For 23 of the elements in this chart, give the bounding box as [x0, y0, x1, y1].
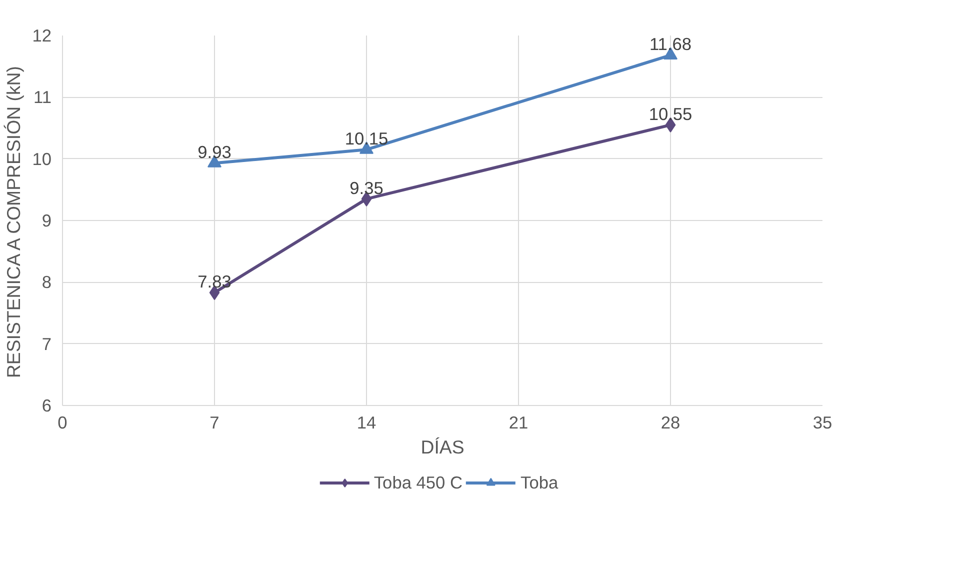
- data-label: 9.35: [350, 178, 384, 198]
- x-tick-label: 35: [812, 412, 832, 432]
- data-label: 10.15: [344, 128, 388, 149]
- y-axis-title: RESISTENICA A COMPRESIÓN (kN): [3, 66, 24, 378]
- data-label: 10.55: [648, 104, 692, 124]
- x-tick-label: 21: [508, 412, 528, 432]
- legend-label: Toba: [520, 472, 558, 493]
- x-axis-title: DÍAS: [420, 436, 464, 458]
- y-tick-label: 10: [32, 148, 52, 169]
- y-tick-label: 7: [42, 334, 52, 354]
- x-tick-label: 7: [210, 412, 220, 432]
- legend-label: Toba 450 C: [374, 472, 463, 493]
- data-label: 9.93: [198, 142, 232, 162]
- y-tick-label: 11: [34, 87, 52, 108]
- x-tick-label: 14: [356, 412, 376, 432]
- x-tick-label: 28: [660, 412, 680, 432]
- data-label: 11.68: [649, 34, 692, 54]
- x-tick-label: 0: [58, 412, 68, 432]
- y-tick-label: 8: [42, 272, 52, 292]
- y-tick-label: 6: [42, 396, 52, 416]
- y-tick-label: 12: [32, 26, 52, 46]
- y-tick-label: 9: [42, 210, 52, 230]
- data-label: 7.83: [198, 272, 232, 292]
